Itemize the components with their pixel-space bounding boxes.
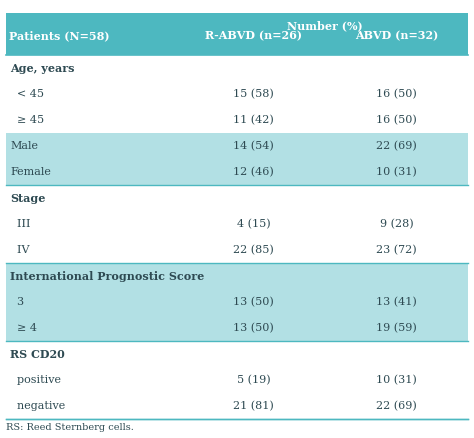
Text: 16 (50): 16 (50) <box>376 115 417 125</box>
Text: 22 (69): 22 (69) <box>376 141 417 151</box>
Bar <box>6 367 468 393</box>
Text: Patients (N=58): Patients (N=58) <box>9 31 109 42</box>
Text: < 45: < 45 <box>10 89 44 99</box>
Text: 14 (54): 14 (54) <box>233 141 274 151</box>
Text: 12 (46): 12 (46) <box>233 167 274 177</box>
Text: Female: Female <box>10 167 51 177</box>
Bar <box>6 237 468 263</box>
Text: 19 (59): 19 (59) <box>376 323 417 333</box>
Text: Male: Male <box>10 141 38 151</box>
Text: 13 (50): 13 (50) <box>233 323 274 333</box>
Text: ≥ 45: ≥ 45 <box>10 115 44 125</box>
Bar <box>6 13 468 55</box>
Text: III: III <box>10 219 30 229</box>
Bar <box>6 81 468 107</box>
Bar <box>6 133 468 159</box>
Text: IV: IV <box>10 245 29 255</box>
Text: Number (%): Number (%) <box>287 20 363 31</box>
Bar <box>6 211 468 237</box>
Text: 22 (85): 22 (85) <box>233 245 274 255</box>
Text: 10 (31): 10 (31) <box>376 167 417 177</box>
Bar <box>6 185 468 211</box>
Text: 4 (15): 4 (15) <box>237 219 270 229</box>
Text: 21 (81): 21 (81) <box>233 401 274 411</box>
Bar <box>6 315 468 341</box>
Text: 23 (72): 23 (72) <box>376 245 417 255</box>
Text: 5 (19): 5 (19) <box>237 375 270 385</box>
Text: 15 (58): 15 (58) <box>233 89 274 99</box>
Text: 3: 3 <box>10 297 24 307</box>
Text: Stage: Stage <box>10 192 46 204</box>
Bar <box>6 289 468 315</box>
Text: 16 (50): 16 (50) <box>376 89 417 99</box>
Bar <box>6 107 468 133</box>
Text: R-ABVD (n=26): R-ABVD (n=26) <box>205 31 302 42</box>
Text: 9 (28): 9 (28) <box>380 219 413 229</box>
Bar <box>6 341 468 367</box>
Bar <box>6 159 468 185</box>
Text: 13 (41): 13 (41) <box>376 297 417 307</box>
Text: 11 (42): 11 (42) <box>233 115 274 125</box>
Text: International Prognostic Score: International Prognostic Score <box>10 271 204 282</box>
Text: 10 (31): 10 (31) <box>376 375 417 385</box>
Bar <box>6 263 468 289</box>
Text: 13 (50): 13 (50) <box>233 297 274 307</box>
Bar <box>6 393 468 419</box>
Text: ABVD (n=32): ABVD (n=32) <box>355 31 438 42</box>
Text: positive: positive <box>10 375 61 385</box>
Text: ≥ 4: ≥ 4 <box>10 323 37 333</box>
Text: negative: negative <box>10 401 65 411</box>
Text: Age, years: Age, years <box>10 63 74 74</box>
Text: RS: Reed Sternberg cells.: RS: Reed Sternberg cells. <box>6 423 134 432</box>
Text: 22 (69): 22 (69) <box>376 401 417 411</box>
Bar <box>6 55 468 81</box>
Text: RS CD20: RS CD20 <box>10 349 65 360</box>
